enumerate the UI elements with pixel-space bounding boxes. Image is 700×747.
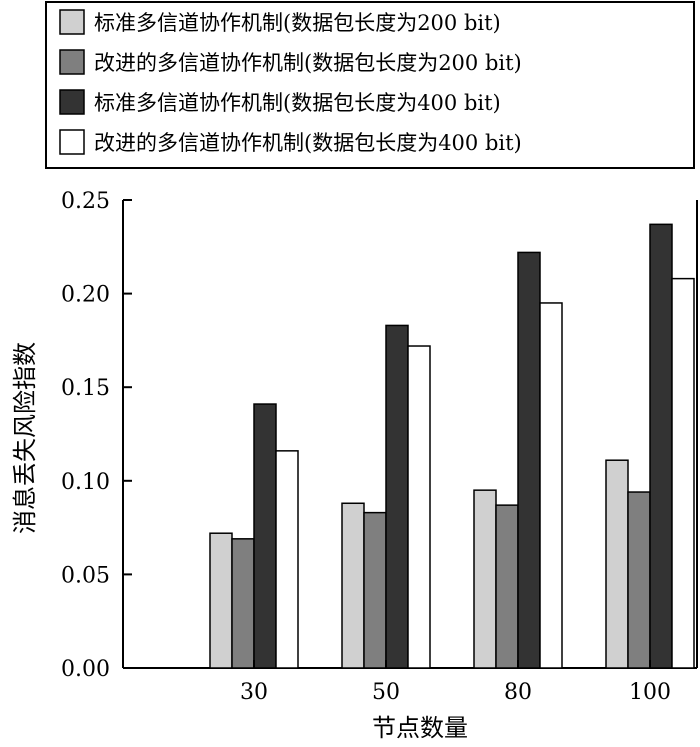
bar-series1-30 [209, 532, 233, 669]
bar-series2-30 [231, 538, 255, 669]
x-tick-label: 30 [240, 680, 268, 705]
bar-series3-50 [385, 324, 409, 669]
bar-series2-80 [495, 504, 519, 669]
bar-series4-30 [275, 450, 299, 669]
y-tick-label: 0.05 [61, 563, 110, 588]
y-tick-label: 0.10 [61, 470, 110, 495]
bar-series1-100 [605, 459, 629, 669]
bars [209, 223, 695, 669]
legend-label-4: 改进的多信道协作机制(数据包长度为400 bit) [94, 131, 522, 155]
bar-series3-30 [253, 403, 277, 669]
y-tick-label: 0.25 [61, 189, 110, 214]
x-tick-label: 100 [629, 680, 671, 705]
x-tick-label: 80 [504, 680, 532, 705]
legend-label-3: 标准多信道协作机制(数据包长度为400 bit) [94, 91, 501, 115]
legend-swatch-1 [59, 9, 85, 35]
y-tick-label: 0.20 [61, 283, 110, 308]
bar-series4-50 [407, 345, 431, 669]
bar-series4-100 [671, 277, 695, 669]
legend-swatch-2 [59, 49, 85, 75]
bar-series2-100 [627, 491, 651, 669]
legend-label-1: 标准多信道协作机制(数据包长度为200 bit) [94, 11, 501, 35]
y-tick-label: 0.00 [61, 657, 110, 682]
bar-series3-100 [649, 223, 673, 669]
y-tick-label: 0.15 [61, 376, 110, 401]
x-tick-label: 50 [372, 680, 400, 705]
bar-series2-50 [363, 511, 387, 669]
legend-swatch-3 [59, 89, 85, 115]
bar-series1-50 [341, 502, 365, 669]
x-axis-title: 节点数量 [372, 714, 468, 742]
legend-frame [45, 1, 695, 169]
legend-label-2: 改进的多信道协作机制(数据包长度为200 bit) [94, 51, 522, 75]
bar-series1-80 [473, 489, 497, 669]
legend-swatch-4 [59, 129, 85, 155]
y-axis-title: 消息丢失风险指数 [11, 342, 39, 534]
legend: 标准多信道协作机制(数据包长度为200 bit) 改进的多信道协作机制(数据包长度… [45, 1, 695, 169]
bar-series4-80 [539, 302, 563, 669]
y-ticks: 0.00 0.05 0.10 0.15 0.20 0.25 [61, 189, 132, 682]
bar-series3-80 [517, 251, 541, 669]
x-ticks: 30 50 80 100 [240, 660, 671, 705]
